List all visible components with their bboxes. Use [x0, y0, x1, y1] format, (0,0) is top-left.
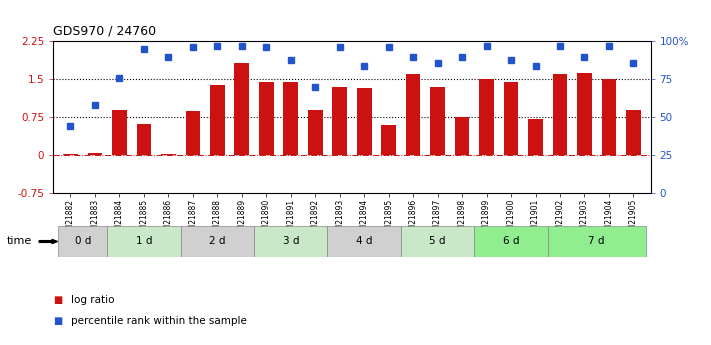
Text: 4 d: 4 d — [356, 237, 373, 246]
Text: 0 d: 0 d — [75, 237, 91, 246]
Bar — [284, 82, 298, 155]
Bar — [577, 73, 592, 155]
Bar — [626, 110, 641, 155]
Bar — [547, 226, 646, 257]
Bar — [357, 88, 372, 155]
Text: 2 d: 2 d — [209, 237, 225, 246]
Bar — [181, 226, 254, 257]
Bar — [474, 226, 547, 257]
Bar — [401, 226, 474, 257]
Bar — [235, 63, 249, 155]
Bar — [186, 111, 201, 155]
Bar — [328, 226, 401, 257]
Text: 6 d: 6 d — [503, 237, 519, 246]
Bar — [455, 117, 469, 155]
Bar — [254, 226, 328, 257]
Text: ■: ■ — [53, 295, 63, 305]
Bar — [503, 82, 518, 155]
Bar — [332, 87, 347, 155]
Bar — [161, 154, 176, 155]
Text: 5 d: 5 d — [429, 237, 446, 246]
Text: 1 d: 1 d — [136, 237, 152, 246]
Text: log ratio: log ratio — [71, 295, 114, 305]
Bar — [381, 125, 396, 155]
Bar — [552, 74, 567, 155]
Text: ■: ■ — [53, 316, 63, 326]
Bar — [137, 124, 151, 155]
Bar — [528, 119, 543, 155]
Bar — [430, 87, 445, 155]
Bar — [602, 79, 616, 155]
Bar — [479, 79, 494, 155]
Bar — [259, 82, 274, 155]
Text: time: time — [7, 237, 33, 246]
Bar — [112, 110, 127, 155]
Bar — [308, 110, 323, 155]
Bar — [107, 226, 181, 257]
Text: percentile rank within the sample: percentile rank within the sample — [71, 316, 247, 326]
Bar — [63, 154, 77, 155]
Bar — [87, 153, 102, 155]
Text: 7 d: 7 d — [589, 237, 605, 246]
Text: 3 d: 3 d — [282, 237, 299, 246]
Text: GDS970 / 24760: GDS970 / 24760 — [53, 25, 156, 38]
Bar — [406, 74, 420, 155]
Bar — [58, 226, 107, 257]
Bar — [210, 86, 225, 155]
